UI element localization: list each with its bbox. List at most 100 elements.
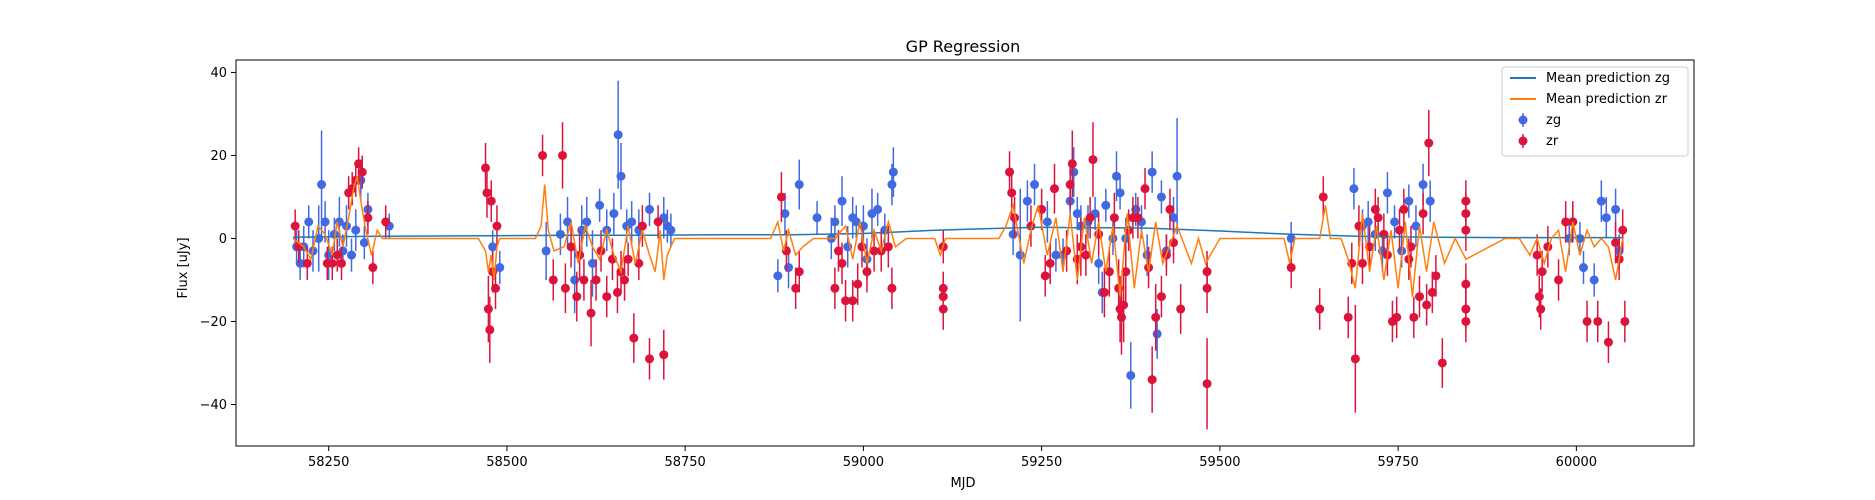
zg-point	[317, 180, 327, 190]
zr-point	[1415, 292, 1425, 302]
zr-point	[538, 150, 548, 160]
zr-point	[1593, 316, 1603, 326]
zr-point	[327, 258, 337, 268]
zr-point	[1067, 159, 1077, 169]
zr-point	[1395, 225, 1405, 235]
zg-point	[830, 217, 840, 227]
zg-point	[304, 217, 314, 227]
zr-point	[1104, 267, 1114, 277]
legend-label-mean-zr: Mean prediction zr	[1546, 92, 1668, 107]
zg-point	[887, 180, 897, 190]
zr-point	[1350, 354, 1360, 364]
zg-point	[1411, 221, 1421, 231]
zr-point	[481, 163, 491, 173]
zg-point	[851, 217, 861, 227]
zr-point	[1315, 304, 1325, 314]
zg-point	[351, 225, 361, 235]
zg-point	[1051, 250, 1061, 260]
zg-point	[320, 217, 330, 227]
zg-point	[627, 217, 637, 227]
zr-point	[659, 350, 669, 360]
zr-point	[548, 275, 558, 285]
zg-point	[359, 238, 369, 248]
zg-point	[888, 167, 898, 177]
zr-point	[486, 196, 496, 206]
zg-point	[1575, 233, 1585, 243]
zr-point	[1343, 312, 1353, 322]
zr-point	[620, 275, 630, 285]
zg-point	[570, 275, 580, 285]
zg-point	[295, 258, 305, 268]
zr-point	[1618, 225, 1628, 235]
zg-point	[1008, 229, 1018, 239]
zg-point	[645, 204, 655, 214]
zr-point	[776, 192, 786, 202]
zr-point	[566, 242, 576, 252]
zr-point	[1049, 184, 1059, 194]
legend: Mean prediction zg Mean prediction zr zg…	[1501, 66, 1689, 157]
plot-area	[290, 80, 1630, 430]
zr-point	[1202, 283, 1212, 293]
zg-point	[1363, 217, 1373, 227]
zr-point	[1392, 312, 1402, 322]
zr-point	[1461, 225, 1471, 235]
zr-point	[1007, 188, 1017, 198]
zr-point	[1461, 279, 1471, 289]
zr-point	[290, 221, 300, 231]
zr-point	[1409, 312, 1419, 322]
zg-point	[1147, 167, 1157, 177]
zr-point	[1554, 275, 1564, 285]
zg-point	[1596, 196, 1606, 206]
zg-point	[1349, 184, 1359, 194]
zg-point	[1286, 233, 1296, 243]
legend-label-mean-zg: Mean prediction zg	[1546, 71, 1670, 86]
zr-point	[381, 217, 391, 227]
zg-point	[1022, 196, 1032, 206]
zr-point	[1065, 180, 1075, 190]
legend-swatch-zr	[1518, 136, 1528, 146]
zr-point	[1099, 287, 1109, 297]
zr-point	[368, 263, 378, 273]
zr-point	[1040, 271, 1050, 281]
zr-point	[302, 258, 312, 268]
y-tick-label: 20	[210, 149, 227, 164]
zr-point	[887, 283, 897, 293]
zr-point	[623, 254, 633, 264]
zr-point	[1427, 287, 1437, 297]
zr-point	[1534, 292, 1544, 302]
zr-point	[1140, 184, 1150, 194]
zr-point	[629, 333, 639, 343]
zr-point	[837, 258, 847, 268]
zg-point	[1589, 275, 1599, 285]
zr-point	[1088, 155, 1098, 165]
zr-point	[938, 304, 948, 314]
zr-point	[363, 213, 373, 223]
zg-point	[812, 213, 822, 223]
zr-point	[558, 150, 568, 160]
zr-point	[637, 221, 647, 231]
zr-point	[485, 325, 495, 335]
zr-point	[1620, 316, 1630, 326]
legend-label-zr: zr	[1546, 134, 1559, 149]
zr-point	[1202, 379, 1212, 389]
zg-point	[1601, 213, 1611, 223]
x-tick-label: 59500	[1199, 455, 1240, 470]
zr-point	[1081, 250, 1091, 260]
zr-point	[1418, 209, 1428, 219]
zg-point	[1094, 258, 1104, 268]
zr-point	[1133, 213, 1143, 223]
zg-point	[837, 196, 847, 206]
zr-point	[1406, 242, 1416, 252]
zr-point	[1611, 238, 1621, 248]
zr-point	[830, 283, 840, 293]
zr-point	[1461, 316, 1471, 326]
zg-point	[613, 130, 623, 140]
line-mean-prediction-zg	[292, 226, 1623, 239]
zr-point	[1010, 213, 1020, 223]
y-tick-label: −40	[200, 398, 227, 413]
zg-point	[1425, 196, 1435, 206]
legend-swatch-zg	[1518, 115, 1528, 125]
zr-point	[591, 275, 601, 285]
zr-point	[1005, 167, 1015, 177]
zg-point	[1578, 263, 1588, 273]
